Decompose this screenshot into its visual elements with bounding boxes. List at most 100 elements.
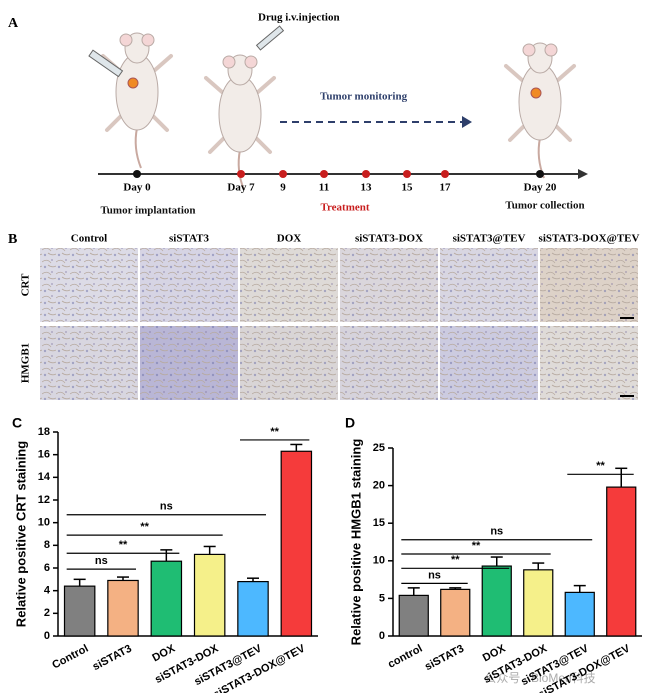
y-tick-label: 6 [44, 562, 50, 574]
y-tick-label: 0 [44, 630, 50, 642]
column-label: DOX [277, 233, 302, 245]
timeline-label: Day 7 [227, 182, 255, 194]
timeline-label: 15 [402, 182, 414, 194]
timeline-dot [536, 170, 544, 178]
mouse-leg [204, 76, 224, 94]
column-label: siSTAT3-DOX@TEV [539, 233, 640, 245]
ihc-texture [340, 248, 438, 322]
ihc-texture [140, 248, 238, 322]
mouse-leg [105, 114, 123, 132]
y-tick-label: 10 [38, 517, 50, 529]
column-label: Control [71, 233, 107, 245]
mouse-leg [554, 124, 572, 142]
ihc-texture [540, 248, 638, 322]
y-tick-label: 0 [379, 630, 385, 642]
injection-label: Drug i.v.injection [258, 12, 340, 24]
column-label: siSTAT3-DOX [355, 233, 423, 245]
mouse-leg [254, 136, 272, 154]
y-tick-label: 5 [379, 592, 385, 604]
significance-label: ** [596, 460, 605, 472]
y-tick-label: 18 [38, 426, 50, 438]
ihc-texture [40, 248, 138, 322]
caption: Treatment [320, 202, 369, 214]
panel-label: A [8, 16, 19, 31]
column-label: siSTAT3@TEV [453, 233, 526, 245]
bar [193, 553, 226, 637]
panel-a: A Drug i.v.injection Tumor monitoring [8, 12, 588, 179]
mouse-leg [153, 54, 173, 72]
mouse-ear [141, 33, 155, 47]
y-tick-label: 8 [44, 539, 50, 551]
significance-label: ns [490, 526, 503, 538]
timeline-dot [279, 170, 287, 178]
y-tick-label: 20 [373, 480, 385, 492]
bar [481, 565, 512, 637]
y-tick-label: 25 [373, 442, 385, 454]
ihc-texture [440, 326, 538, 400]
monitoring-label: Tumor monitoring [320, 91, 408, 103]
watermark: 公众号 · BioMed科技 [484, 671, 595, 685]
significance-label: ** [119, 539, 128, 551]
mouse-leg [508, 124, 526, 142]
panel-label: C [12, 415, 22, 431]
bar [398, 594, 429, 637]
significance-label: ** [270, 426, 279, 438]
ihc-texture [440, 248, 538, 322]
mouse-tail [134, 127, 142, 169]
bar [564, 591, 595, 637]
bar [107, 579, 139, 637]
significance-label: ** [472, 540, 481, 552]
panel-b: B [8, 232, 17, 247]
mouse-leg [556, 64, 576, 82]
arrow-head [462, 116, 472, 128]
ihc-texture [40, 326, 138, 400]
timeline-dot [237, 170, 245, 178]
bar [237, 580, 269, 637]
mouse-body [115, 53, 159, 131]
mouse [504, 42, 576, 179]
mouse-body [218, 75, 262, 153]
y-tick-label: 2 [44, 607, 50, 619]
timeline-dot [362, 170, 370, 178]
mouse-tail [237, 149, 245, 191]
timeline-label: Day 0 [123, 182, 151, 194]
y-axis-label: Relative positive CRT staining [13, 441, 28, 627]
mouse [204, 54, 276, 191]
y-tick-label: 12 [38, 494, 50, 506]
ihc-texture [540, 326, 638, 400]
x-tick-label: Control [50, 643, 90, 672]
mouse-leg [208, 136, 226, 154]
bar [63, 585, 96, 637]
timeline-label: 11 [319, 182, 329, 194]
ihc-texture [140, 326, 238, 400]
tumor [530, 87, 542, 99]
syringe [88, 49, 124, 78]
significance-label: ** [140, 521, 149, 533]
x-tick-label: siSTAT3 [91, 643, 134, 673]
syringe [255, 25, 285, 51]
y-axis-label: Relative positive HMGB1 staining [348, 439, 363, 646]
bar [440, 588, 471, 637]
mouse-ear [244, 55, 258, 69]
bar [280, 450, 313, 637]
timeline-label: Day 20 [524, 182, 557, 194]
timeline-dot [133, 170, 141, 178]
arrow-head [578, 169, 588, 179]
y-tick-label: 14 [38, 471, 51, 483]
timeline-label: 9 [280, 182, 286, 194]
ihc-texture [240, 326, 338, 400]
timeline-dot [320, 170, 328, 178]
significance-label: ** [451, 554, 460, 566]
row-label: CRT [20, 273, 32, 297]
significance-label: ns [160, 501, 173, 513]
panel-label: D [345, 415, 355, 431]
y-tick-label: 15 [373, 517, 385, 529]
y-tick-label: 10 [373, 555, 385, 567]
row-label: HMGB1 [20, 343, 32, 383]
timeline-label: 17 [440, 182, 452, 194]
significance-label: ns [95, 555, 108, 567]
y-tick-label: 4 [44, 585, 51, 597]
timeline-dot [403, 170, 411, 178]
mouse-leg [151, 114, 169, 132]
